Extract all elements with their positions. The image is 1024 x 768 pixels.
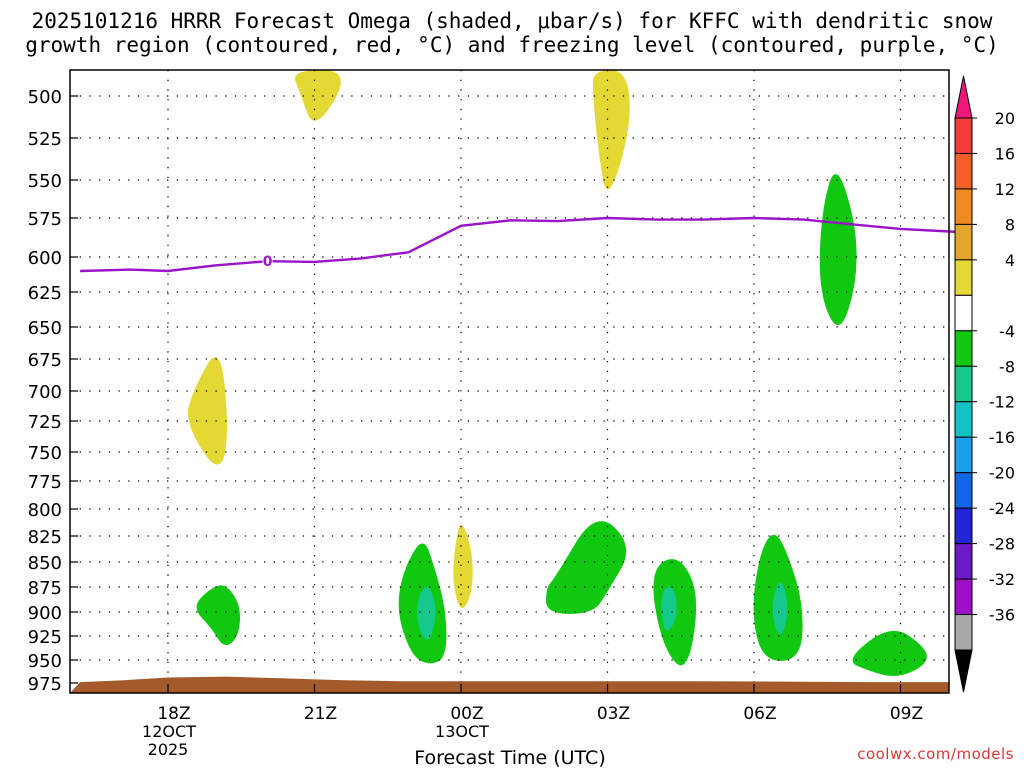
colorbar-swatch-12	[954, 507, 973, 545]
freezing-level-label: 0	[263, 254, 273, 270]
credit-link[interactable]: coolwx.com/models	[857, 745, 1014, 763]
x-axis-label: Forecast Time (UTC)	[414, 747, 605, 768]
plot-frame	[69, 69, 950, 694]
x-tick-09Z: 09Z	[890, 704, 923, 724]
omega-region-downward-6	[852, 630, 927, 676]
omega-region-downward-core-1	[661, 587, 677, 631]
freezing-level-contour: 0	[80, 216, 960, 273]
y-tick-825: 825	[28, 527, 62, 548]
x-tick-18Z: 18Z	[157, 704, 190, 724]
colorbar-swatch-11	[954, 472, 973, 509]
omega-region-downward-core-0	[417, 587, 436, 640]
colorbar-label-2: 12	[995, 180, 1015, 199]
y-tick-975: 975	[28, 674, 62, 695]
y-tick-600: 600	[28, 248, 62, 269]
colorbar-label-7: -12	[989, 393, 1015, 412]
colorbar-label-6: -8	[999, 357, 1015, 376]
omega-region-upward-2	[592, 70, 630, 190]
colorbar-swatch-14	[954, 578, 973, 616]
y-tick-500: 500	[28, 87, 62, 108]
y-tick-650: 650	[28, 318, 62, 339]
colorbar-swatch-8	[954, 365, 973, 403]
colorbar-swatch-1	[954, 117, 973, 154]
x-tick-date-00Z: 13OCT	[435, 722, 489, 741]
y-tick-925: 925	[28, 627, 62, 648]
omega-region-downward-0	[196, 585, 241, 646]
y-tick-525: 525	[28, 129, 62, 150]
x-tick-year-18Z: 2025	[148, 740, 189, 759]
omega-region-upward-0	[188, 357, 227, 465]
x-tick-06Z: 06Z	[743, 704, 776, 724]
colorbar-top-arrow	[954, 75, 973, 119]
omega-region-downward-core-2	[772, 582, 788, 635]
colorbar-label-4: 4	[1005, 251, 1015, 270]
y-tick-550: 550	[28, 171, 62, 192]
colorbar-swatch-4	[954, 223, 973, 261]
y-tick-625: 625	[28, 283, 62, 304]
pressure-axis: 500 525 550 575 600 625 650 675 700 725 750 775 800 8…	[28, 87, 78, 695]
colorbar-label-13: -36	[989, 606, 1015, 625]
colorbar-label-5: -4	[999, 322, 1015, 341]
y-tick-900: 900	[28, 603, 62, 624]
omega-shading	[188, 70, 927, 676]
y-tick-725: 725	[28, 412, 62, 433]
colorbar-swatch-13	[954, 543, 973, 580]
colorbar-swatch-7	[954, 330, 973, 367]
terrain-fill	[70, 676, 949, 693]
omega-region-upward-1	[294, 70, 341, 121]
omega-region-downward-2	[546, 521, 627, 614]
colorbar-label-3: 8	[1005, 215, 1015, 234]
chart-title-line-2: growth region (contoured, red, °C) and f…	[25, 33, 999, 57]
grid-lines	[70, 70, 949, 693]
colorbar-swatch-5	[954, 259, 973, 296]
x-tick-03Z: 03Z	[597, 704, 630, 724]
colorbar-swatch-2	[954, 152, 973, 190]
terrain-ground	[70, 676, 949, 693]
y-tick-800: 800	[28, 500, 62, 521]
y-tick-750: 750	[28, 443, 62, 464]
colorbar-label-9: -20	[989, 464, 1015, 483]
colorbar-swatch-6	[954, 294, 973, 332]
x-tick-date-18Z: 12OCT	[142, 722, 196, 741]
omega-region-downward-4	[819, 174, 857, 326]
colorbar-swatch-15	[954, 614, 973, 651]
omega-region-upward-3	[453, 525, 473, 609]
colorbar-swatch-3	[954, 188, 973, 225]
colorbar-bottom-arrow	[954, 649, 973, 693]
colorbar-label-12: -32	[989, 570, 1015, 589]
colorbar-label-10: -24	[989, 499, 1015, 518]
colorbar-label-11: -28	[989, 535, 1015, 554]
colorbar-label-8: -16	[989, 428, 1015, 447]
y-tick-575: 575	[28, 209, 62, 230]
colorbar-label-0: 20	[995, 109, 1015, 128]
colorbar-swatch-9	[954, 401, 973, 438]
x-tick-21Z: 21Z	[304, 704, 337, 724]
y-tick-950: 950	[28, 651, 62, 672]
colorbar-swatch-10	[954, 436, 973, 474]
y-tick-775: 775	[28, 472, 62, 493]
y-tick-875: 875	[28, 578, 62, 599]
y-tick-850: 850	[28, 553, 62, 574]
y-tick-675: 675	[28, 350, 62, 371]
y-tick-700: 700	[28, 382, 62, 403]
x-tick-00Z: 00Z	[450, 704, 483, 724]
chart-title-line-1: 2025101216 HRRR Forecast Omega (shaded, …	[31, 9, 993, 33]
freezing-level-line	[80, 216, 960, 273]
colorbar: 20 16 12 8 4 -4 -8 -12 -16 -20 -24 -28 -32 -36	[954, 75, 1015, 693]
colorbar-label-1: 16	[995, 144, 1015, 163]
